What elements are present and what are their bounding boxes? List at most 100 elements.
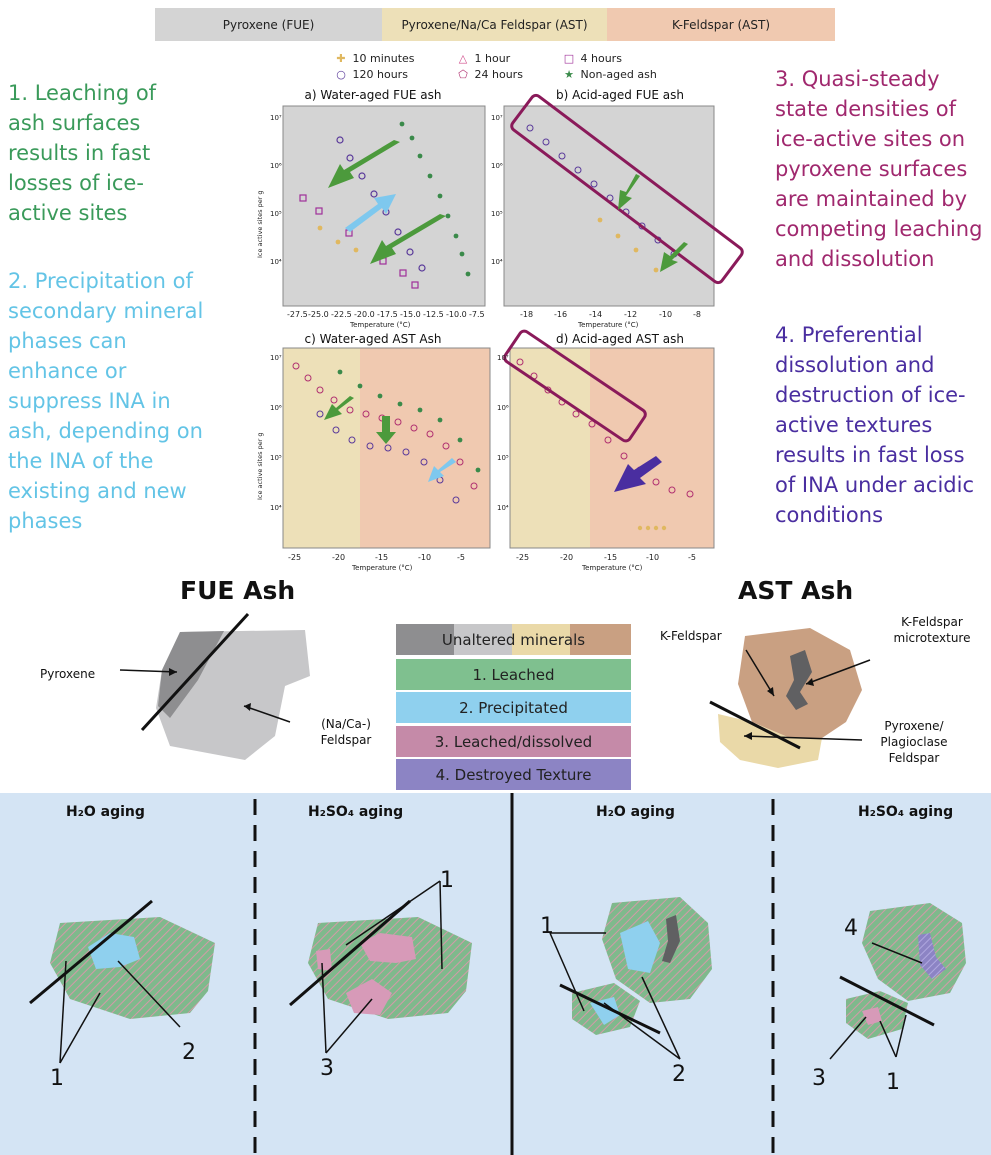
panel-c-nonaged-series [337, 369, 481, 473]
panel-c-green-arrow-2 [376, 416, 396, 444]
legend-item-4hours: □ 4 hours [561, 52, 622, 65]
svg-text:10⁶: 10⁶ [497, 404, 509, 412]
panel-a-yticks: 10⁷ 10⁶ 10⁵ 10⁴ [270, 114, 282, 266]
fue-h2o-number-2: 2 [182, 1040, 196, 1065]
fue-h2o-number-1: 1 [50, 1066, 64, 1091]
panel-c-data-series [292, 362, 478, 490]
aging-diagrams-svg [29, 793, 966, 1155]
ast-h2o-grain [549, 897, 712, 1060]
legend-item-120hours: ○ 120 hours [333, 68, 408, 81]
svg-text:-15: -15 [604, 553, 617, 562]
panel-d-xticks: -25 -20 -15 -10 -5 [516, 553, 696, 562]
svg-text:-16: -16 [554, 310, 567, 319]
svg-text:10⁵: 10⁵ [270, 454, 282, 462]
svg-text:10⁴: 10⁴ [497, 504, 509, 512]
svg-text:-20: -20 [560, 553, 573, 562]
note-quasi-steady: 3. Quasi-steady state densities of ice-a… [775, 67, 983, 271]
square-marker-icon: □ [563, 52, 575, 65]
pyroxene-feldspar-ast-segment: Pyroxene/Na/Ca Feldspar (AST) [382, 8, 607, 41]
panel-a-ylabel: Ice active sites per g [256, 190, 264, 258]
svg-text:-20: -20 [332, 553, 345, 562]
panel-b-green-arrow-2 [660, 242, 688, 272]
time-legend: ✚ 10 minutes △ 1 hour □ 4 hours ○ 120 ho… [333, 52, 678, 86]
pyroxene-fue-segment: Pyroxene (FUE) [155, 8, 382, 41]
key-destroyed-texture: 4. Destroyed Texture [396, 759, 631, 790]
ast-h2so4-grain [829, 903, 966, 1060]
ast-h2so4-number-4: 4 [844, 916, 858, 941]
ast-h2o-number-1: 1 [540, 914, 554, 939]
svg-text:-12.5: -12.5 [423, 310, 444, 319]
pyroxene-plagioclase-label: Pyroxene/ Plagioclase Feldspar [880, 719, 948, 765]
svg-text:10⁴: 10⁴ [270, 258, 282, 266]
svg-text:-5: -5 [457, 553, 465, 562]
svg-text:-25: -25 [288, 553, 301, 562]
legend-item-nonaged: ★ Non-aged ash [561, 68, 657, 81]
svg-text:-25: -25 [516, 553, 529, 562]
panel-a-green-arrow-2 [370, 214, 446, 264]
svg-text:10⁷: 10⁷ [270, 354, 282, 362]
svg-text:-12: -12 [624, 310, 637, 319]
svg-text:-8: -8 [693, 310, 701, 319]
svg-text:-7.5: -7.5 [469, 310, 485, 319]
panel-b-yticks: 10⁷ 10⁶ 10⁵ 10⁴ [491, 114, 503, 266]
panel-a-xlabel: Temperature (°C) [349, 321, 411, 329]
ast-h2o-number-2: 2 [672, 1062, 686, 1087]
ast-h2o-aging-label: H₂O aging [596, 804, 675, 820]
panel-a-cyan-arrow [345, 194, 396, 232]
na-ca-feldspar-label: (Na/Ca-) Feldspar [320, 717, 372, 747]
fue-ash-title: FUE Ash [180, 576, 296, 605]
ast-grain [709, 628, 871, 768]
note-precipitation: 2. Precipitation of secondary mineral ph… [8, 269, 204, 533]
ast-ash-title: AST Ash [738, 576, 854, 605]
panel-b-title: b) Acid-aged FUE ash [555, 88, 685, 102]
key-unaltered: Unaltered minerals [441, 630, 586, 649]
key-unaltered-swatch [396, 624, 631, 655]
panel-c-title: c) Water-aged AST Ash [304, 332, 442, 346]
svg-text:-25.0: -25.0 [308, 310, 329, 319]
panel-b-xticks: -18 -16 -14 -12 -10 -8 [520, 310, 701, 319]
cross-marker-icon: ✚ [336, 52, 346, 65]
panel-c-plot: -25 -20 -15 -10 -5 10⁷ 10⁶ 10⁵ 10⁴ Tempe… [256, 347, 491, 572]
svg-text:10⁵: 10⁵ [270, 210, 282, 218]
svg-text:-27.5: -27.5 [287, 310, 308, 319]
svg-text:-5: -5 [688, 553, 696, 562]
panel-c-xticks: -25 -20 -15 -10 -5 [288, 553, 465, 562]
ast-h2so4-aging-label: H₂SO₄ aging [858, 804, 954, 820]
panel-a-xticks: -27.5 -25.0 -22.5 -20.0 -17.5 -15.0 -12.… [287, 310, 485, 319]
note-leaching: 1. Leaching of ash surfaces results in f… [8, 81, 157, 225]
legend-item-24hours: ⬠ 24 hours [455, 68, 523, 81]
panel-d-indigo-arrow [614, 456, 662, 492]
svg-text:10⁵: 10⁵ [491, 210, 503, 218]
chart-panels-svg: -27.5 -25.0 -22.5 -20.0 -17.5 -15.0 -12.… [256, 93, 744, 572]
svg-text:10⁶: 10⁶ [491, 162, 503, 170]
panel-b-plot: -18 -16 -14 -12 -10 -8 10⁷ 10⁶ 10⁵ 10⁴ T… [491, 93, 744, 329]
star-marker-icon: ★ [564, 68, 574, 81]
pyroxene-label: Pyroxene [40, 667, 96, 681]
panel-c-yticks: 10⁷ 10⁶ 10⁵ 10⁴ [270, 354, 282, 512]
svg-text:10⁷: 10⁷ [491, 114, 503, 122]
svg-text:-15.0: -15.0 [400, 310, 421, 319]
fue-h2so4-grain [289, 880, 472, 1054]
panel-d-title: d) Acid-aged AST ash [556, 332, 684, 346]
svg-text:10⁶: 10⁶ [270, 162, 282, 170]
note-preferential-dissolution: 4. Preferential dissolution and destruct… [775, 323, 974, 527]
svg-text:-10: -10 [646, 553, 659, 562]
mineral-diagrams-svg [119, 612, 871, 768]
panel-a-green-arrow-1 [328, 140, 400, 188]
triangle-marker-icon: △ [458, 52, 468, 65]
pentagon-marker-icon: ⬠ [458, 68, 468, 81]
fue-grain [119, 612, 310, 760]
panel-c-ylabel: Ice active sites per g [256, 432, 264, 500]
fue-h2so4-number-3: 3 [320, 1056, 334, 1081]
key-precipitated: 2. Precipitated [396, 692, 631, 723]
k-feldspar-microtexture-label: K-Feldspar microtexture [893, 615, 971, 645]
k-feldspar-label: K-Feldspar [660, 629, 722, 643]
svg-text:-18: -18 [520, 310, 533, 319]
panel-d-10min-series [637, 525, 667, 531]
panel-a-nonaged-series [399, 121, 471, 277]
k-feldspar-ast-segment: K-Feldspar (AST) [607, 8, 835, 41]
panel-c-120h-series [316, 410, 460, 504]
svg-text:10⁴: 10⁴ [270, 504, 282, 512]
panel-c-xlabel: Temperature (°C) [351, 564, 413, 572]
panel-b-green-arrow-1 [618, 174, 640, 210]
